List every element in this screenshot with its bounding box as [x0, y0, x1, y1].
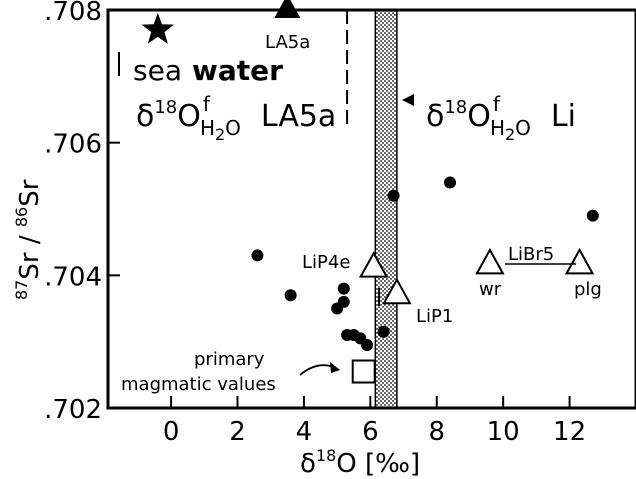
annot-la5a-sub2: 2	[215, 125, 225, 144]
x-tick-label-3: 6	[362, 417, 379, 447]
annot-la5a-name: LA5a	[261, 99, 336, 134]
data-point-12	[586, 209, 599, 222]
data-point-0	[251, 249, 264, 262]
data-point-9	[377, 325, 390, 338]
x-axis-label-main: O [‰]	[336, 449, 420, 479]
plot-frame	[106, 8, 636, 410]
la5a-marker-label: LA5a	[265, 32, 310, 53]
axis-ticks: 0 2 4 6 8 10 12 .702 .704 .706 .708	[44, 0, 586, 447]
annotation-li: δ18O f H2O Li	[426, 92, 576, 144]
data-point-11	[444, 176, 457, 189]
annot-li-o: O	[467, 99, 491, 134]
annotation-la5a: δ18O f H2O LA5a	[136, 92, 336, 144]
annot-li-sub3: O	[515, 116, 531, 140]
lip1-triangle-marker	[382, 277, 412, 305]
data-point-4	[337, 295, 350, 308]
y-tick-label-0: .702	[44, 395, 102, 425]
x-tick-label-0: 0	[163, 417, 180, 447]
x-tick-label-6: 12	[553, 417, 586, 447]
x-axis-label-sup: 18	[316, 446, 336, 465]
x-tick-label-1: 2	[229, 417, 246, 447]
data-point-10	[387, 189, 400, 202]
data-point-3	[337, 282, 350, 295]
la5a-triangle-marker	[274, 0, 301, 18]
data-point-8	[361, 338, 374, 351]
seawater-label-sea: sea	[133, 54, 182, 87]
primary-label-line2: magmatic values	[121, 374, 276, 395]
y-axis-label: 87Sr / 86Sr	[12, 179, 45, 300]
seawater-label: sea water	[133, 54, 283, 87]
y-tick-label-3: .708	[44, 0, 102, 27]
x-tick-label-5: 10	[487, 417, 520, 447]
y-tick-label-1: .704	[44, 262, 102, 292]
y-tick-label-2: .706	[44, 130, 102, 160]
primary-label-line1: primary	[194, 349, 265, 370]
annot-li-sub2: 2	[505, 125, 515, 144]
li-oxygen-band	[374, 9, 398, 409]
annot-li-supf: f	[493, 92, 501, 116]
libr5-wr-triangle-marker	[475, 247, 505, 275]
primary-pointer-arrowhead	[330, 362, 340, 373]
libr5-wr-label: wr	[479, 279, 502, 300]
seawater-star-marker	[141, 12, 174, 44]
lip4e-label: LiP4e	[302, 252, 350, 273]
annot-li-sup: 18	[444, 97, 467, 118]
annot-la5a-sup: 18	[154, 97, 177, 118]
annot-la5a-supf: f	[203, 92, 211, 116]
annotation-li-pointer	[402, 94, 414, 106]
x-axis-label: δ18O [‰]	[300, 446, 420, 479]
libr5-label: LiBr5	[508, 244, 554, 265]
primary-magmatic-square-marker	[351, 359, 376, 384]
y-axis-label-sup2: 86	[12, 207, 31, 227]
annot-la5a-sub3: O	[225, 116, 241, 140]
annot-la5a-sub: H	[200, 116, 215, 140]
seawater-label-water: water	[192, 54, 283, 87]
x-tick-label-2: 4	[296, 417, 313, 447]
lip1-label: LiP1	[416, 306, 453, 327]
x-axis-label-delta: δ	[300, 449, 316, 479]
y-axis-label-sup: 87	[12, 280, 31, 300]
y-axis-label-b: Sr	[15, 179, 45, 207]
data-point-1	[284, 289, 297, 302]
y-axis-label-a: Sr /	[15, 227, 45, 279]
data-points	[251, 176, 599, 351]
annot-li-name: Li	[551, 99, 576, 134]
lip4e-triangle-marker	[358, 251, 389, 278]
annot-li-delta: δ	[426, 99, 444, 134]
libr5-plg-label: plg	[574, 279, 602, 300]
annot-la5a-delta: δ	[136, 99, 154, 134]
x-tick-label-4: 8	[428, 417, 445, 447]
libr5-plg-triangle-marker	[564, 247, 595, 275]
annot-li-sub: H	[490, 116, 505, 140]
annot-la5a-o: O	[177, 99, 201, 134]
